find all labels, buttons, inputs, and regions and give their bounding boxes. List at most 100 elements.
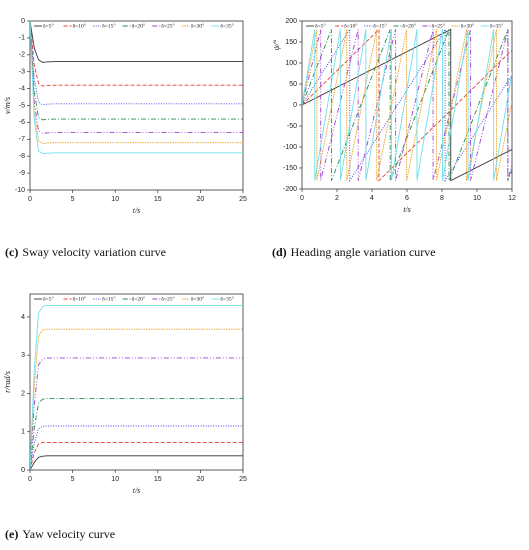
y-axis-label: r/rad/s [3, 371, 12, 393]
series-line [30, 21, 243, 106]
y-tick-label: 0 [293, 102, 297, 109]
x-tick-label: 6 [405, 195, 409, 202]
y-tick-label: -10 [15, 187, 25, 194]
y-tick-label: -2 [19, 52, 25, 59]
plot-area [302, 27, 512, 183]
series-line [30, 398, 243, 470]
x-tick-label: 4 [370, 195, 374, 202]
caption: (d) Heading angle variation curve [272, 245, 436, 259]
y-tick-label: 1 [21, 429, 25, 436]
y-tick-label: 50 [289, 81, 297, 88]
x-tick-label: 10 [111, 476, 119, 483]
series-line [30, 425, 243, 470]
y-tick-label: -6 [19, 119, 25, 126]
series-line [30, 21, 243, 155]
series-line [30, 455, 243, 470]
legend-label: δ=10° [344, 22, 357, 29]
y-tick-label: 0 [21, 18, 25, 25]
series-line [302, 29, 512, 181]
series-line [30, 442, 243, 470]
x-tick-label: 5 [71, 476, 75, 483]
legend-label: δ=30° [461, 22, 474, 29]
y-tick-label: -150 [283, 165, 297, 172]
y-tick-label: -8 [19, 153, 25, 160]
caption: (c) Sway velocity variation curve [5, 245, 166, 259]
x-tick-label: 20 [197, 476, 205, 483]
x-tick-label: 25 [239, 196, 247, 203]
x-axis-label: t/s [133, 486, 141, 495]
caption-label: (d) [272, 245, 287, 259]
y-tick-label: -1 [19, 35, 25, 42]
series-line [302, 29, 512, 181]
series-line [30, 21, 243, 134]
y-tick-label: 200 [285, 18, 297, 25]
y-axis-label: v/m/s [3, 97, 12, 114]
legend-label: δ=15° [102, 22, 115, 29]
x-tick-label: 10 [473, 195, 481, 202]
x-tick-label: 0 [300, 195, 304, 202]
y-tick-label: -50 [287, 123, 297, 130]
y-tick-label: -3 [19, 69, 25, 76]
y-axis-label: ψ/° [272, 39, 281, 50]
legend-label: δ=15° [102, 295, 115, 302]
legend-label: δ=30° [191, 22, 204, 29]
x-tick-label: 0 [28, 196, 32, 203]
legend-label: δ=10° [73, 295, 86, 302]
plot-frame [29, 20, 244, 191]
series-line [30, 328, 243, 470]
legend-label: δ=25° [432, 22, 445, 29]
x-axis-label: t/s [403, 205, 411, 214]
x-axis-label: t/s [133, 206, 141, 215]
legend-label: δ=5° [43, 295, 54, 302]
legend-label: δ=5° [43, 22, 54, 29]
y-tick-label: -7 [19, 136, 25, 143]
y-tick-label: -200 [283, 186, 297, 193]
caption-text: Yaw velocity curve [22, 527, 115, 541]
x-tick-label: 10 [111, 196, 119, 203]
y-tick-label: -100 [283, 144, 297, 151]
series-line [302, 29, 512, 181]
y-tick-label: 3 [21, 352, 25, 359]
legend-label: δ=20° [132, 22, 145, 29]
legend-label: δ=15° [373, 22, 386, 29]
y-tick-label: -5 [19, 102, 25, 109]
series-line [30, 357, 243, 470]
legend-label: δ=35° [220, 22, 233, 29]
series-line [302, 27, 512, 183]
legend-label: δ=30° [191, 295, 204, 302]
x-tick-label: 15 [154, 196, 162, 203]
legend-label: δ=5° [315, 22, 326, 29]
series-line [30, 21, 243, 144]
x-tick-label: 5 [71, 196, 75, 203]
y-tick-label: 150 [285, 39, 297, 46]
x-tick-label: 0 [28, 476, 32, 483]
legend-label: δ=25° [161, 22, 174, 29]
caption-text: Sway velocity variation curve [22, 245, 166, 259]
plot-frame [29, 293, 244, 471]
legend-label: δ=35° [220, 295, 233, 302]
series-line [30, 21, 243, 63]
x-tick-label: 12 [508, 195, 516, 202]
caption-text: Heading angle variation curve [291, 245, 436, 259]
series-line [30, 305, 243, 470]
legend-label: δ=10° [73, 22, 86, 29]
y-tick-label: 2 [21, 390, 25, 397]
y-tick-label: 100 [285, 60, 297, 67]
legend-label: δ=20° [132, 295, 145, 302]
caption-label: (c) [5, 245, 18, 259]
caption: (e) Yaw velocity curve [5, 527, 115, 541]
legend-label: δ=25° [161, 295, 174, 302]
x-tick-label: 20 [197, 196, 205, 203]
y-tick-label: -4 [19, 85, 25, 92]
y-tick-label: 0 [21, 467, 25, 474]
legend-label: δ=35° [490, 22, 503, 29]
x-tick-label: 25 [239, 476, 247, 483]
series-line [302, 29, 512, 181]
x-tick-label: 8 [440, 195, 444, 202]
x-tick-label: 15 [154, 476, 162, 483]
x-tick-label: 2 [335, 195, 339, 202]
series-line [30, 21, 243, 87]
plot-area [30, 21, 243, 155]
y-tick-label: -9 [19, 170, 25, 177]
